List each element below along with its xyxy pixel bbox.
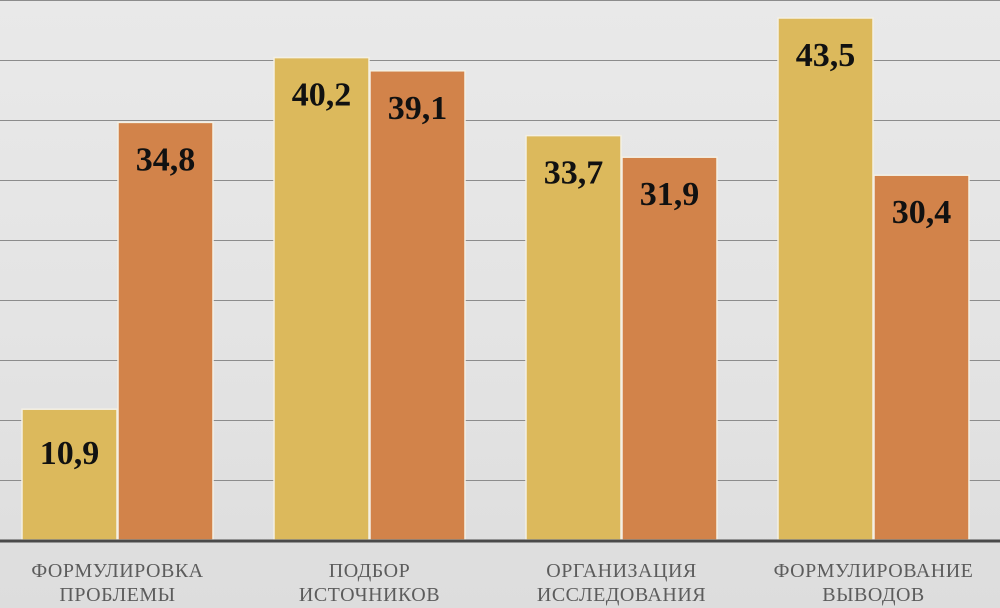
bar-series-2-3	[621, 156, 718, 541]
data-label: 34,8	[136, 141, 196, 178]
bar-series-2-2	[369, 70, 466, 541]
x-tick-label: ОРГАНИЗАЦИЯ ИССЛЕДОВАНИЯ	[537, 560, 706, 606]
bar-series-2-4	[873, 174, 970, 541]
bar-series-1-1	[21, 408, 118, 541]
x-tick-label: ФОРМУЛИРОВАНИЕ ВЫВОДОВ	[774, 560, 974, 606]
data-label: 31,9	[640, 176, 700, 213]
bar-series-1-3	[525, 134, 622, 541]
x-tick-label: ПОДБОР ИСТОЧНИКОВ	[299, 560, 440, 606]
data-label: 10,9	[40, 435, 100, 472]
x-tick-label: ФОРМУЛИРОВКА ПРОБЛЕМЫ	[31, 560, 203, 606]
data-label: 33,7	[544, 155, 604, 192]
data-label: 39,1	[388, 90, 448, 127]
data-label: 43,5	[796, 37, 856, 74]
data-label: 40,2	[292, 77, 352, 114]
bar-series-2-1	[117, 121, 214, 541]
data-label: 30,4	[892, 194, 952, 231]
bar-series-1-2	[273, 56, 370, 541]
bar-series-1-4	[777, 17, 874, 541]
